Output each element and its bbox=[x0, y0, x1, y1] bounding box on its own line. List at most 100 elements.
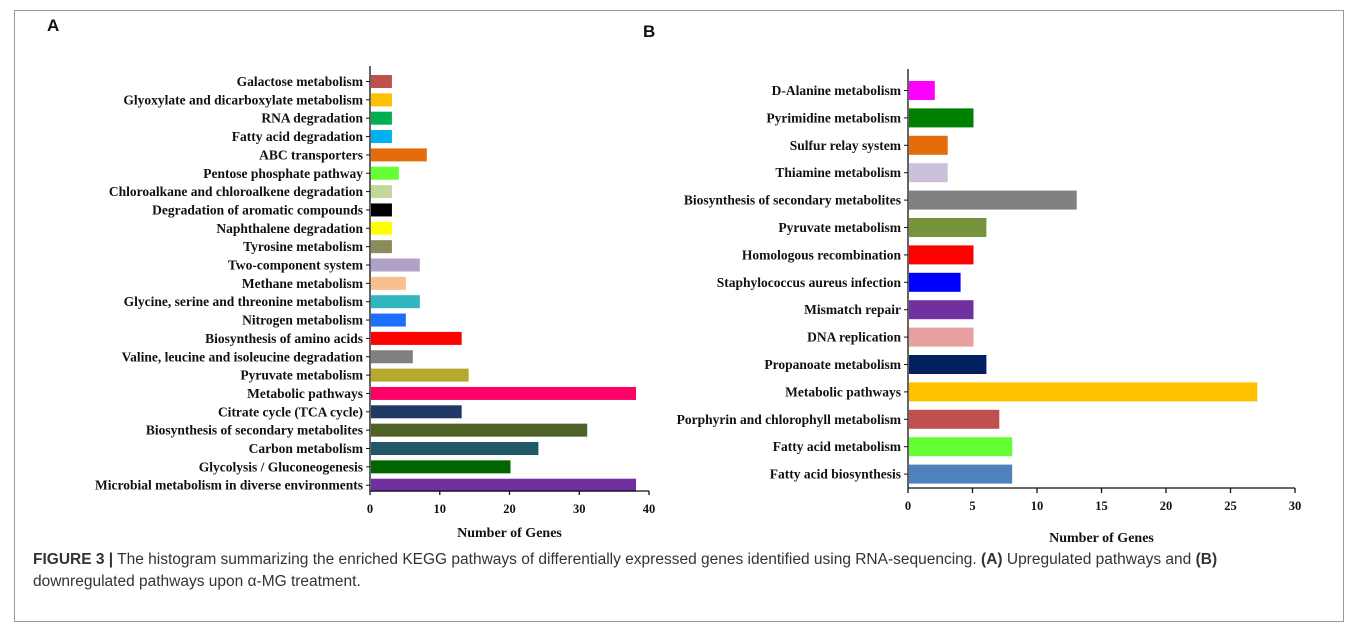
chart-a-category-label: Tyrosine metabolism bbox=[243, 239, 364, 254]
figure-charts: A Galactose metabolism Glyoxylate and dica… bbox=[47, 16, 1302, 546]
chart-a-category-label: Naphthalene degradation bbox=[216, 221, 363, 236]
chart-a-bar bbox=[371, 386, 637, 400]
chart-b-category-label: Biosynthesis of secondary metabolites bbox=[684, 193, 901, 208]
chart-a-panel-label: A bbox=[47, 16, 59, 35]
chart-b-category-label: Mismatch repair bbox=[804, 302, 901, 317]
chart-a-bar bbox=[371, 93, 392, 107]
chart-a-category-label: RNA degradation bbox=[261, 111, 363, 126]
chart-a-category-label: Citrate cycle (TCA cycle) bbox=[218, 404, 363, 419]
caption-text-1: The histogram summarizing the enriched K… bbox=[113, 551, 982, 568]
chart-a-x-tick-label: 30 bbox=[573, 502, 586, 516]
chart-a-category-label: Fatty acid degradation bbox=[232, 129, 364, 144]
chart-b-bar bbox=[909, 464, 1013, 484]
chart-a-category-label: Biosynthesis of amino acids bbox=[205, 331, 363, 346]
chart-a-category-label: Metabolic pathways bbox=[247, 386, 363, 401]
chart-a-bar bbox=[371, 405, 462, 419]
chart-b-bar bbox=[909, 409, 1000, 429]
caption-label-a: (A) bbox=[981, 551, 1003, 568]
chart-b-category-label: Homologous recombination bbox=[742, 247, 902, 262]
chart-a-bar bbox=[371, 423, 588, 437]
chart-b-category-label: Fatty acid metabolism bbox=[773, 439, 902, 454]
chart-a-bar bbox=[371, 258, 420, 272]
chart-b-bar bbox=[909, 382, 1258, 402]
chart-b-bar bbox=[909, 437, 1013, 457]
chart-a-x-tick-label: 20 bbox=[503, 502, 516, 516]
chart-a-category-label: Glycolysis / Gluconeogenesis bbox=[199, 459, 363, 474]
chart-a-category-label: Chloroalkane and chloroalkene degradatio… bbox=[109, 184, 364, 199]
chart-b-category-label: Porphyrin and chlorophyll metabolism bbox=[677, 412, 902, 427]
chart-b-category-label: Staphylococcus aureus infection bbox=[717, 275, 902, 290]
chart-b-panel-label: B bbox=[643, 22, 655, 41]
chart-b-x-tick-label: 15 bbox=[1095, 499, 1108, 513]
chart-b-bar bbox=[909, 163, 948, 183]
figure-caption: FIGURE 3 | The histogram summarizing the… bbox=[33, 549, 1323, 593]
chart-b-bar bbox=[909, 218, 987, 237]
chart-a-x-tick-label: 10 bbox=[434, 502, 447, 516]
chart-b-category-label: DNA replication bbox=[807, 330, 901, 345]
chart-a-category-label: Carbon metabolism bbox=[249, 441, 364, 456]
chart-b-x-tick-label: 0 bbox=[905, 499, 911, 513]
chart-b-x-tick-label: 10 bbox=[1031, 499, 1044, 513]
chart-a-category-label: Methane metabolism bbox=[242, 276, 364, 291]
chart-a-bar bbox=[371, 331, 462, 345]
caption-lead: FIGURE 3 | bbox=[33, 551, 114, 568]
chart-b-x-tick-label: 20 bbox=[1160, 499, 1173, 513]
chart-a-bar bbox=[371, 75, 392, 88]
chart-a-bar bbox=[371, 313, 406, 327]
chart-b-category-label: Metabolic pathways bbox=[785, 384, 901, 399]
chart-a-bar bbox=[371, 460, 511, 474]
chart-b-bar bbox=[909, 190, 1077, 210]
chart-a-category-label: ABC transporters bbox=[259, 147, 363, 162]
chart-b-category-label: D-Alanine metabolism bbox=[772, 83, 902, 98]
chart-b-x-tick-label: 25 bbox=[1224, 499, 1237, 513]
chart-a-category-label: Galactose metabolism bbox=[237, 74, 364, 89]
chart-a-bar bbox=[371, 130, 392, 144]
chart-a-x-tick-label: 40 bbox=[643, 502, 656, 516]
chart-a-bar bbox=[371, 295, 420, 309]
chart-a-category-label: Biosynthesis of secondary metabolites bbox=[146, 423, 363, 438]
chart-a-bar bbox=[371, 148, 427, 162]
chart-a-bar bbox=[371, 442, 539, 455]
chart-a-bar bbox=[371, 203, 392, 217]
chart-a-category-label: Microbial metabolism in diverse environm… bbox=[95, 478, 363, 493]
chart-a-category-label: Pyruvate metabolism bbox=[240, 368, 363, 383]
chart-a-bar bbox=[371, 276, 406, 290]
chart-a-bar bbox=[371, 111, 392, 125]
chart-a-bar bbox=[371, 166, 399, 180]
chart-a-bar bbox=[371, 368, 469, 382]
chart-a-x-axis-label: Number of Genes bbox=[457, 526, 562, 541]
chart-a-bar bbox=[371, 240, 392, 254]
chart-b-category-label: Propanoate metabolism bbox=[764, 357, 901, 372]
chart-b-bar bbox=[909, 355, 987, 374]
chart-b-category-label: Sulfur relay system bbox=[790, 138, 902, 153]
chart-a-category-label: Two-component system bbox=[228, 258, 364, 273]
chart-a-x-tick-label: 0 bbox=[367, 502, 373, 516]
caption-label-b: (B) bbox=[1195, 551, 1218, 568]
chart-a-bar bbox=[371, 185, 392, 199]
chart-b-bar bbox=[909, 81, 935, 100]
chart-b-bar bbox=[909, 300, 974, 320]
chart-b-category-label: Pyruvate metabolism bbox=[778, 220, 901, 235]
chart-a-bar bbox=[371, 221, 392, 235]
chart-b-bar bbox=[909, 135, 948, 155]
chart-a-category-label: Pentose phosphate pathway bbox=[203, 166, 363, 181]
chart-b-x-tick-label: 30 bbox=[1289, 499, 1302, 513]
chart-b-category-label: Fatty acid biosynthesis bbox=[770, 467, 901, 482]
chart-a-category-label: Valine, leucine and isoleucine degradati… bbox=[122, 349, 364, 364]
chart-a-category-label: Degradation of aromatic compounds bbox=[152, 202, 363, 217]
caption-text-2: Upregulated pathways and bbox=[1002, 551, 1196, 568]
chart-a-category-label: Nitrogen metabolism bbox=[242, 313, 364, 328]
chart-b-bar bbox=[909, 272, 961, 292]
chart-b-x-axis-label: Number of Genes bbox=[1049, 531, 1154, 546]
chart-a-bar bbox=[371, 350, 413, 364]
chart-a-bar bbox=[371, 478, 637, 492]
chart-b-x-tick-label: 5 bbox=[969, 499, 975, 513]
chart-b-category-label: Thiamine metabolism bbox=[775, 165, 901, 180]
chart-b-category-label: Pyrimidine metabolism bbox=[766, 110, 901, 125]
caption-text-3: downregulated pathways upon α-MG treatme… bbox=[33, 573, 361, 590]
chart-b-bar bbox=[909, 245, 974, 265]
chart-b-bar bbox=[909, 108, 974, 128]
chart-a-category-label: Glyoxylate and dicarboxylate metabolism bbox=[123, 92, 363, 107]
chart-b-bar bbox=[909, 327, 974, 347]
chart-a-category-label: Glycine, serine and threonine metabolism bbox=[124, 294, 364, 309]
